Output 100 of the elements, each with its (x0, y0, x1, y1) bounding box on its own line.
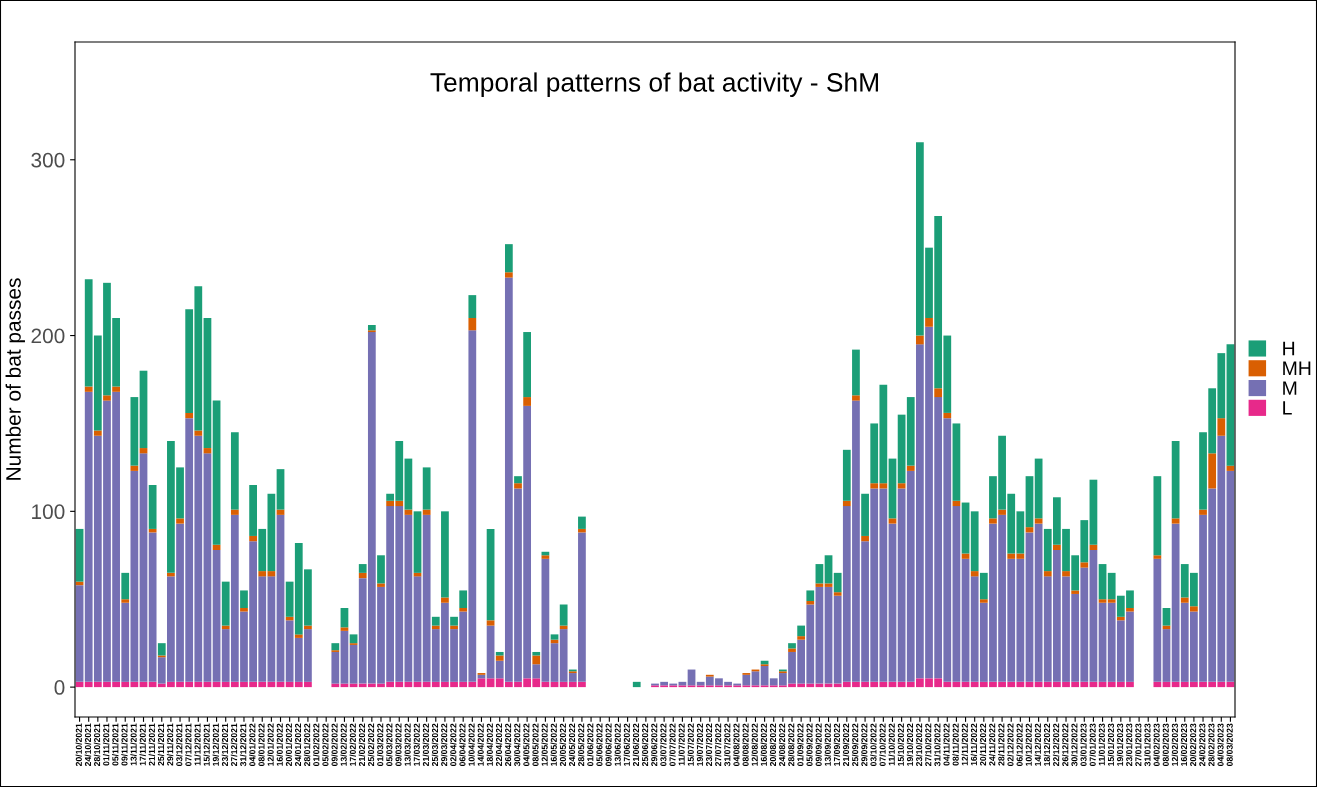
bar (541, 558, 550, 682)
bar (979, 572, 988, 600)
bar (121, 599, 130, 603)
x-tick-label: 08/05/2022 (532, 723, 539, 766)
x-tick-label: 08/11/2022 (952, 723, 959, 766)
bar (1062, 571, 1070, 577)
x-tick-label: 10/12/2022 (1025, 723, 1032, 766)
bar (998, 509, 1006, 515)
x-tick-label: 09/09/2022 (815, 723, 822, 766)
bar (952, 423, 961, 501)
bar (1190, 606, 1198, 612)
bar (459, 608, 468, 612)
x-tick-label: 21/02/2022 (358, 723, 366, 767)
bar (1080, 562, 1089, 568)
x-tick-label: 20/10/2021 (75, 723, 82, 767)
bar (906, 465, 915, 471)
x-tick-label: 28/01/2022 (303, 723, 311, 767)
text: Temporal patterns of bat activity - ShM (430, 72, 878, 97)
x-tick-label: 01/09/2022 (797, 723, 804, 766)
x-tick-label: 09/06/2022 (605, 723, 612, 766)
x-tick-label: 29/03/2022 (440, 723, 448, 767)
bar (230, 509, 239, 515)
bar (550, 634, 559, 640)
x-tick-label: 08/08/2022 (742, 723, 749, 766)
x-tick-label: 28/10/2021 (93, 723, 101, 767)
bar (842, 500, 851, 507)
x-tick-label: 30/12/2022 (1071, 723, 1078, 767)
x-tick-label: 16/01/2022 (276, 723, 283, 766)
x-tick-label: 16/08/2022 (760, 723, 768, 766)
x-tick-label: 04/03/2023 (1217, 723, 1224, 766)
x-tick-label: 17/02/2022 (349, 723, 356, 766)
bar (979, 599, 988, 603)
x-tick-label: 11/10/2022 (888, 723, 895, 766)
bar (84, 386, 93, 392)
bar (1098, 602, 1107, 682)
bar (103, 395, 111, 401)
bar (1126, 608, 1134, 612)
x-tick-label: 13/06/2022 (614, 723, 621, 766)
bar (1208, 453, 1217, 489)
bar (1034, 458, 1043, 519)
x-tick-label: 05/11/2021 (112, 723, 119, 766)
bar (833, 592, 842, 596)
bar (249, 535, 257, 542)
x-tick-label: 31/07/2022 (724, 723, 731, 767)
bar (349, 644, 358, 684)
bar (93, 430, 102, 436)
bar (331, 643, 340, 651)
x-tick-label: 24/11/2022 (988, 723, 996, 766)
bar (495, 655, 504, 661)
x-tick-label: 01/06/2022 (587, 723, 594, 766)
bar (934, 388, 943, 398)
x-tick-label: 08/01/2022 (258, 723, 265, 766)
x-tick-label: 08/02/2023 (1162, 723, 1169, 766)
x-tick-label: 24/10/2021 (84, 723, 92, 767)
bar (906, 397, 915, 466)
x-tick-label: 21/11/2021 (148, 723, 156, 766)
bar (240, 590, 248, 609)
x-tick-label: 13/11/2021 (130, 723, 137, 766)
bar (413, 576, 422, 682)
x-tick-label: 04/01/2022 (249, 723, 256, 766)
bar (514, 476, 522, 484)
bar (1098, 599, 1107, 603)
x-tick-label: 17/09/2022 (833, 723, 841, 766)
x-tick-label: 04/08/2022 (733, 723, 740, 766)
x-tick-label: 29/06/2022 (650, 723, 658, 767)
x-tick-label: 05/09/2022 (806, 723, 813, 766)
bar (358, 564, 367, 573)
y-tick-label: 0 (54, 680, 65, 695)
bar (970, 511, 979, 572)
bar (1089, 550, 1098, 682)
bar (441, 511, 449, 598)
bar (550, 643, 559, 682)
x-tick-label: 15/12/2021 (203, 723, 210, 766)
x-tick-label: 25/02/2022 (367, 723, 375, 767)
bar (788, 643, 796, 649)
x-tick-label: 31/01/2023 (1144, 723, 1151, 767)
x-tick-label: 22/04/2022 (495, 723, 503, 767)
x-tick-label: 23/01/2023 (1125, 723, 1133, 767)
bar (441, 597, 449, 603)
bar (1180, 597, 1189, 603)
bar (1043, 571, 1052, 577)
x-tick-label: 09/03/2022 (395, 723, 402, 766)
bar (176, 518, 184, 524)
bar (294, 634, 303, 638)
x-tick-label: 27/01/2023 (1135, 723, 1142, 767)
x-tick-label: 01/11/2021 (102, 723, 110, 766)
bar (797, 625, 806, 637)
bar (824, 555, 833, 584)
x-tick-label: 01/03/2022 (376, 723, 384, 766)
x-tick-label: 30/04/2022 (513, 723, 521, 767)
x-tick-label: 24/01/2022 (294, 723, 302, 767)
bar (1153, 681, 1162, 688)
x-tick-label: 19/10/2022 (906, 723, 914, 766)
x-tick-label: 05/06/2022 (596, 723, 603, 766)
bar (961, 502, 970, 554)
x-tick-label: 04/02/2023 (1153, 723, 1160, 766)
y-tick-label: 300 (31, 152, 65, 168)
bar (532, 655, 541, 665)
bar (559, 604, 568, 626)
bar (148, 484, 157, 529)
